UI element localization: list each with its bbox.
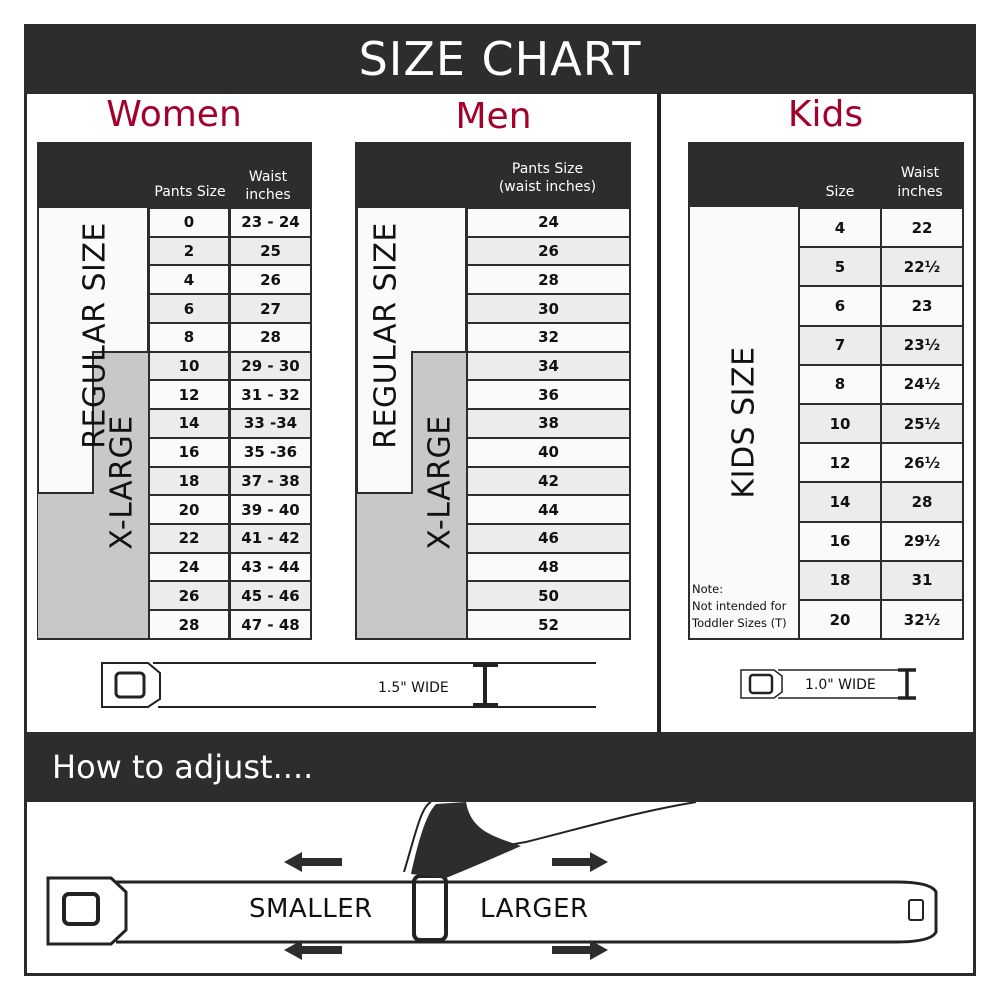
table-cell-pants-size: 6: [148, 293, 230, 324]
table-cell-pants-size: 12: [148, 379, 230, 411]
table-cell-waist: 39 - 40: [229, 494, 312, 525]
kids-title: Kids: [787, 94, 864, 135]
smaller-label: SMALLER: [249, 894, 373, 924]
men-title: Men: [455, 96, 532, 137]
table-cell-waist: 45 - 46: [229, 580, 312, 612]
table-cell-waist: 25: [229, 235, 312, 267]
belt-diagram-women: [101, 662, 596, 708]
belt-diagram-kids: [740, 668, 916, 700]
table-cell-waist: 28: [880, 481, 964, 523]
table-cell-size: 4: [798, 207, 882, 249]
kids-size-band: [690, 207, 798, 638]
table-cell-size: 18: [798, 559, 882, 601]
table-cell-waist: 29½: [880, 520, 964, 562]
table-cell-waist: 26½: [880, 442, 964, 484]
table-cell-pants-size: 0: [148, 207, 230, 238]
table-cell-pants-size: 24: [148, 551, 230, 583]
table-cell-waist: 28: [229, 321, 312, 353]
table-cell-pants-size: 36: [466, 379, 631, 411]
larger-label: LARGER: [480, 894, 589, 924]
table-cell-waist: 23: [880, 285, 964, 327]
table-cell-pants-size: 24: [466, 207, 631, 238]
table-cell-size: 6: [798, 285, 882, 327]
table-cell-pants-size: 50: [466, 580, 631, 612]
table-cell-pants-size: 26: [466, 235, 631, 267]
men-regular-label: REGULAR SIZE: [368, 222, 404, 449]
table-cell-pants-size: 28: [148, 609, 230, 640]
women-col-waist: Waist inches: [236, 168, 300, 204]
kids-note: Note: Not intended for Toddler Sizes (T): [692, 581, 798, 632]
table-cell-waist: 32½: [880, 599, 964, 641]
table-cell-size: 5: [798, 246, 882, 288]
table-cell-size: 7: [798, 324, 882, 366]
table-cell-pants-size: 2: [148, 235, 230, 267]
arrows: [284, 852, 608, 960]
table-cell-pants-size: 46: [466, 523, 631, 554]
table-cell-size: 20: [798, 599, 882, 641]
table-cell-pants-size: 38: [466, 408, 631, 439]
table-cell-waist: 26: [229, 264, 312, 296]
women-belt-width: 1.5" WIDE: [378, 680, 449, 696]
table-cell-waist: 37 - 38: [229, 465, 312, 497]
table-cell-size: 14: [798, 481, 882, 523]
men-xlarge-label: X-LARGE: [422, 415, 458, 550]
table-cell-pants-size: 44: [466, 494, 631, 525]
divider: [657, 93, 661, 733]
women-xlarge-label: X-LARGE: [104, 415, 140, 550]
table-cell-waist: 31 - 32: [229, 379, 312, 411]
adjust-title: How to adjust....: [24, 732, 976, 802]
kids-note-title: Note:: [692, 582, 724, 596]
table-cell-waist: 22: [880, 207, 964, 249]
table-cell-waist: 47 - 48: [229, 609, 312, 640]
adjust-diagram: [46, 802, 938, 960]
table-cell-waist: 27: [229, 293, 312, 324]
women-size-band: [38, 207, 148, 638]
table-cell-pants-size: 10: [148, 350, 230, 382]
table-cell-pants-size: 16: [148, 436, 230, 468]
table-cell-waist: 22½: [880, 246, 964, 288]
table-cell-waist: 33 -34: [229, 408, 312, 439]
table-cell-pants-size: 30: [466, 293, 631, 324]
kids-col-size: Size: [800, 184, 880, 200]
table-cell-pants-size: 22: [148, 523, 230, 554]
table-cell-pants-size: 26: [148, 580, 230, 612]
table-cell-waist: 25½: [880, 403, 964, 445]
table-cell-size: 12: [798, 442, 882, 484]
table-cell-pants-size: 18: [148, 465, 230, 497]
table-cell-pants-size: 8: [148, 321, 230, 353]
table-cell-waist: 23 - 24: [229, 207, 312, 238]
men-col-pants: Pants Size (waist inches): [490, 160, 605, 196]
kids-col-waist: Waist inches: [888, 164, 952, 202]
table-cell-waist: 24½: [880, 363, 964, 405]
table-cell-waist: 41 - 42: [229, 523, 312, 554]
women-title: Women: [106, 94, 242, 135]
page-title: SIZE CHART: [24, 24, 976, 94]
table-cell-waist: 29 - 30: [229, 350, 312, 382]
table-cell-waist: 43 - 44: [229, 551, 312, 583]
kids-size-label: KIDS SIZE: [726, 346, 762, 499]
kids-belt-width: 1.0" WIDE: [805, 677, 876, 693]
table-cell-pants-size: 34: [466, 350, 631, 382]
table-cell-pants-size: 28: [466, 264, 631, 296]
table-cell-pants-size: 4: [148, 264, 230, 296]
table-cell-size: 10: [798, 403, 882, 445]
table-cell-pants-size: 14: [148, 408, 230, 439]
table-cell-waist: 31: [880, 559, 964, 601]
table-cell-pants-size: 20: [148, 494, 230, 525]
table-cell-pants-size: 52: [466, 609, 631, 640]
table-cell-pants-size: 32: [466, 321, 631, 353]
table-cell-pants-size: 40: [466, 436, 631, 468]
table-cell-pants-size: 42: [466, 465, 631, 497]
kids-note-text: Not intended for Toddler Sizes (T): [692, 599, 787, 630]
men-size-band: [357, 207, 466, 638]
table-cell-size: 8: [798, 363, 882, 405]
table-cell-size: 16: [798, 520, 882, 562]
women-col-pants: Pants Size: [150, 184, 230, 200]
table-cell-pants-size: 48: [466, 551, 631, 583]
table-cell-waist: 35 -36: [229, 436, 312, 468]
table-cell-waist: 23½: [880, 324, 964, 366]
